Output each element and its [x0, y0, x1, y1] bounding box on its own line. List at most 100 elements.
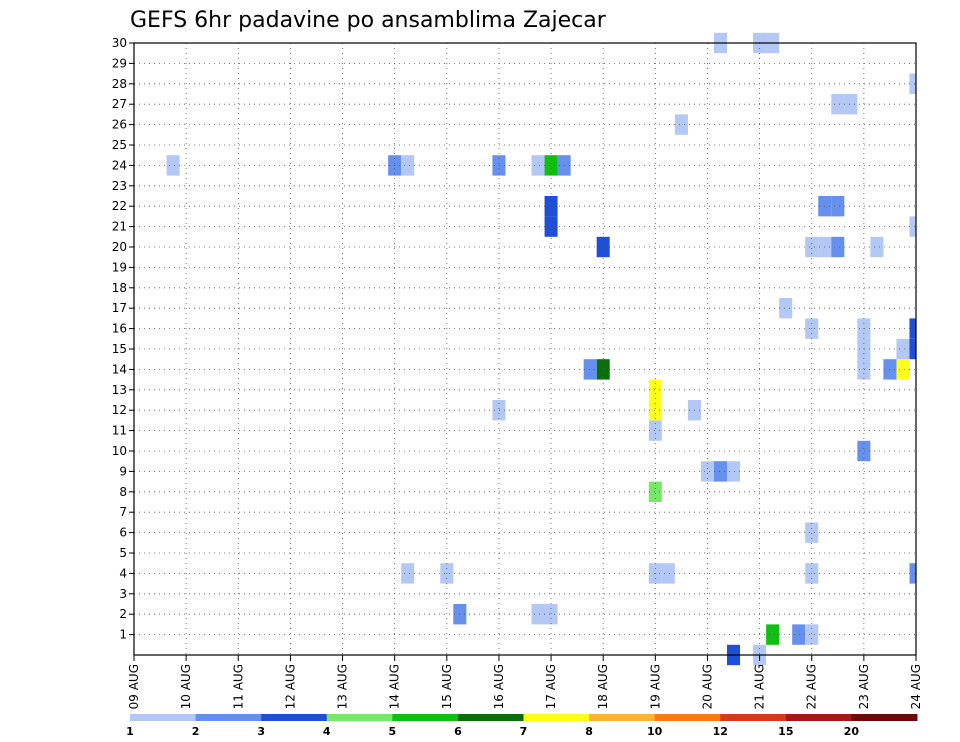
precip-cell — [648, 400, 662, 421]
ensemble-cells — [166, 32, 916, 666]
legend-label: 12 — [713, 725, 728, 738]
precip-cell — [661, 563, 675, 584]
legend-swatch — [785, 714, 852, 721]
y-tick-label: 16 — [112, 322, 127, 336]
y-axis: 1234567891011121314151617181920212223242… — [112, 36, 134, 642]
y-tick-label: 1 — [119, 628, 127, 642]
precip-cell — [166, 155, 180, 176]
y-tick-label: 4 — [119, 566, 127, 580]
y-tick-label: 26 — [112, 118, 127, 132]
precip-cell — [648, 481, 662, 502]
legend-label: 7 — [520, 725, 528, 738]
legend-label: 15 — [778, 725, 793, 738]
legend-label: 5 — [389, 725, 397, 738]
precip-cell — [648, 420, 662, 441]
legend-swatch — [392, 714, 459, 721]
precip-cell — [544, 196, 558, 217]
y-tick-label: 11 — [112, 424, 127, 438]
y-tick-label: 12 — [112, 403, 127, 417]
precip-cell — [831, 236, 845, 258]
y-tick-label: 10 — [112, 444, 127, 458]
legend-swatch — [720, 714, 787, 721]
x-tick-label: 19 AUG — [648, 664, 662, 709]
precip-cell — [544, 216, 558, 237]
chart-title: GEFS 6hr padavine po ansamblima Zajecar — [130, 8, 607, 33]
precip-cell — [596, 236, 610, 258]
y-tick-label: 5 — [119, 546, 127, 560]
y-tick-label: 14 — [112, 362, 127, 376]
legend-label: 3 — [257, 725, 265, 738]
x-tick-label: 20 AUG — [700, 664, 714, 709]
y-tick-label: 17 — [112, 301, 127, 315]
precip-cell — [779, 298, 793, 319]
legend-label: 4 — [323, 725, 331, 738]
x-tick-label: 17 AUG — [544, 664, 558, 709]
precip-cell — [831, 94, 845, 115]
precip-cell — [805, 522, 819, 543]
precip-cell — [805, 236, 819, 258]
precip-cell — [870, 236, 884, 258]
legend-label: 10 — [647, 725, 663, 738]
precip-cell — [727, 461, 741, 482]
y-tick-label: 18 — [112, 281, 127, 295]
precip-cell — [492, 400, 506, 421]
precip-cell — [857, 440, 871, 462]
precip-cell — [792, 624, 806, 645]
x-tick-label: 11 AUG — [231, 664, 245, 709]
precip-cell — [909, 318, 916, 339]
precip-cell — [805, 624, 819, 645]
precip-cell — [401, 563, 415, 584]
precip-cell — [766, 624, 780, 645]
precip-cell — [844, 94, 858, 115]
y-tick-label: 15 — [112, 342, 127, 356]
precip-cell — [909, 216, 916, 237]
precip-cell — [896, 359, 910, 380]
grid-lines — [134, 42, 916, 655]
precip-cell — [713, 461, 728, 482]
y-tick-label: 20 — [112, 240, 127, 254]
x-axis: 09 AUG 10 AUG 11 AUG 12 AUG 13 AUG 14 AUG 15 A… — [127, 655, 923, 709]
y-tick-label: 19 — [112, 260, 127, 274]
y-tick-label: 3 — [119, 587, 127, 601]
y-tick-label: 9 — [119, 464, 127, 478]
y-tick-label: 22 — [112, 199, 127, 213]
x-tick-label: 10 AUG — [179, 664, 193, 709]
x-tick-label: 13 AUG — [336, 664, 350, 709]
precip-cell — [531, 155, 545, 176]
x-tick-label: 15 AUG — [440, 664, 454, 709]
legend-swatch — [654, 714, 721, 721]
y-tick-label: 30 — [112, 36, 127, 50]
legend-swatch — [261, 714, 328, 721]
legend-label: 2 — [192, 725, 200, 738]
x-tick-label: 09 AUG — [127, 664, 141, 709]
y-tick-label: 7 — [119, 505, 127, 519]
legend-label: 1 — [126, 725, 134, 738]
y-tick-label: 28 — [112, 77, 127, 91]
y-tick-label: 25 — [112, 138, 127, 152]
precip-cell — [583, 359, 597, 380]
legend-swatch — [130, 714, 197, 721]
precip-cell — [831, 196, 845, 217]
legend-swatch — [851, 714, 918, 721]
precip-cell — [896, 338, 910, 360]
y-tick-label: 29 — [112, 56, 127, 70]
legend-swatch — [326, 714, 393, 721]
precip-cell — [909, 338, 916, 360]
y-tick-label: 23 — [112, 179, 127, 193]
precip-cell — [909, 563, 916, 584]
legend-label: 20 — [844, 725, 860, 738]
x-tick-label: 18 AUG — [596, 664, 610, 709]
legend-swatch — [589, 714, 656, 721]
legend-swatch — [523, 714, 590, 721]
y-tick-label: 24 — [112, 158, 127, 172]
precip-cell — [909, 73, 916, 94]
precip-cell — [648, 379, 662, 400]
legend-swatch — [195, 714, 262, 721]
legend-label: 6 — [454, 725, 462, 738]
legend-label: 8 — [585, 725, 593, 738]
x-tick-label: 21 AUG — [753, 664, 767, 709]
legend-swatch — [457, 714, 524, 721]
precip-cell — [401, 155, 415, 176]
y-tick-label: 13 — [112, 383, 127, 397]
